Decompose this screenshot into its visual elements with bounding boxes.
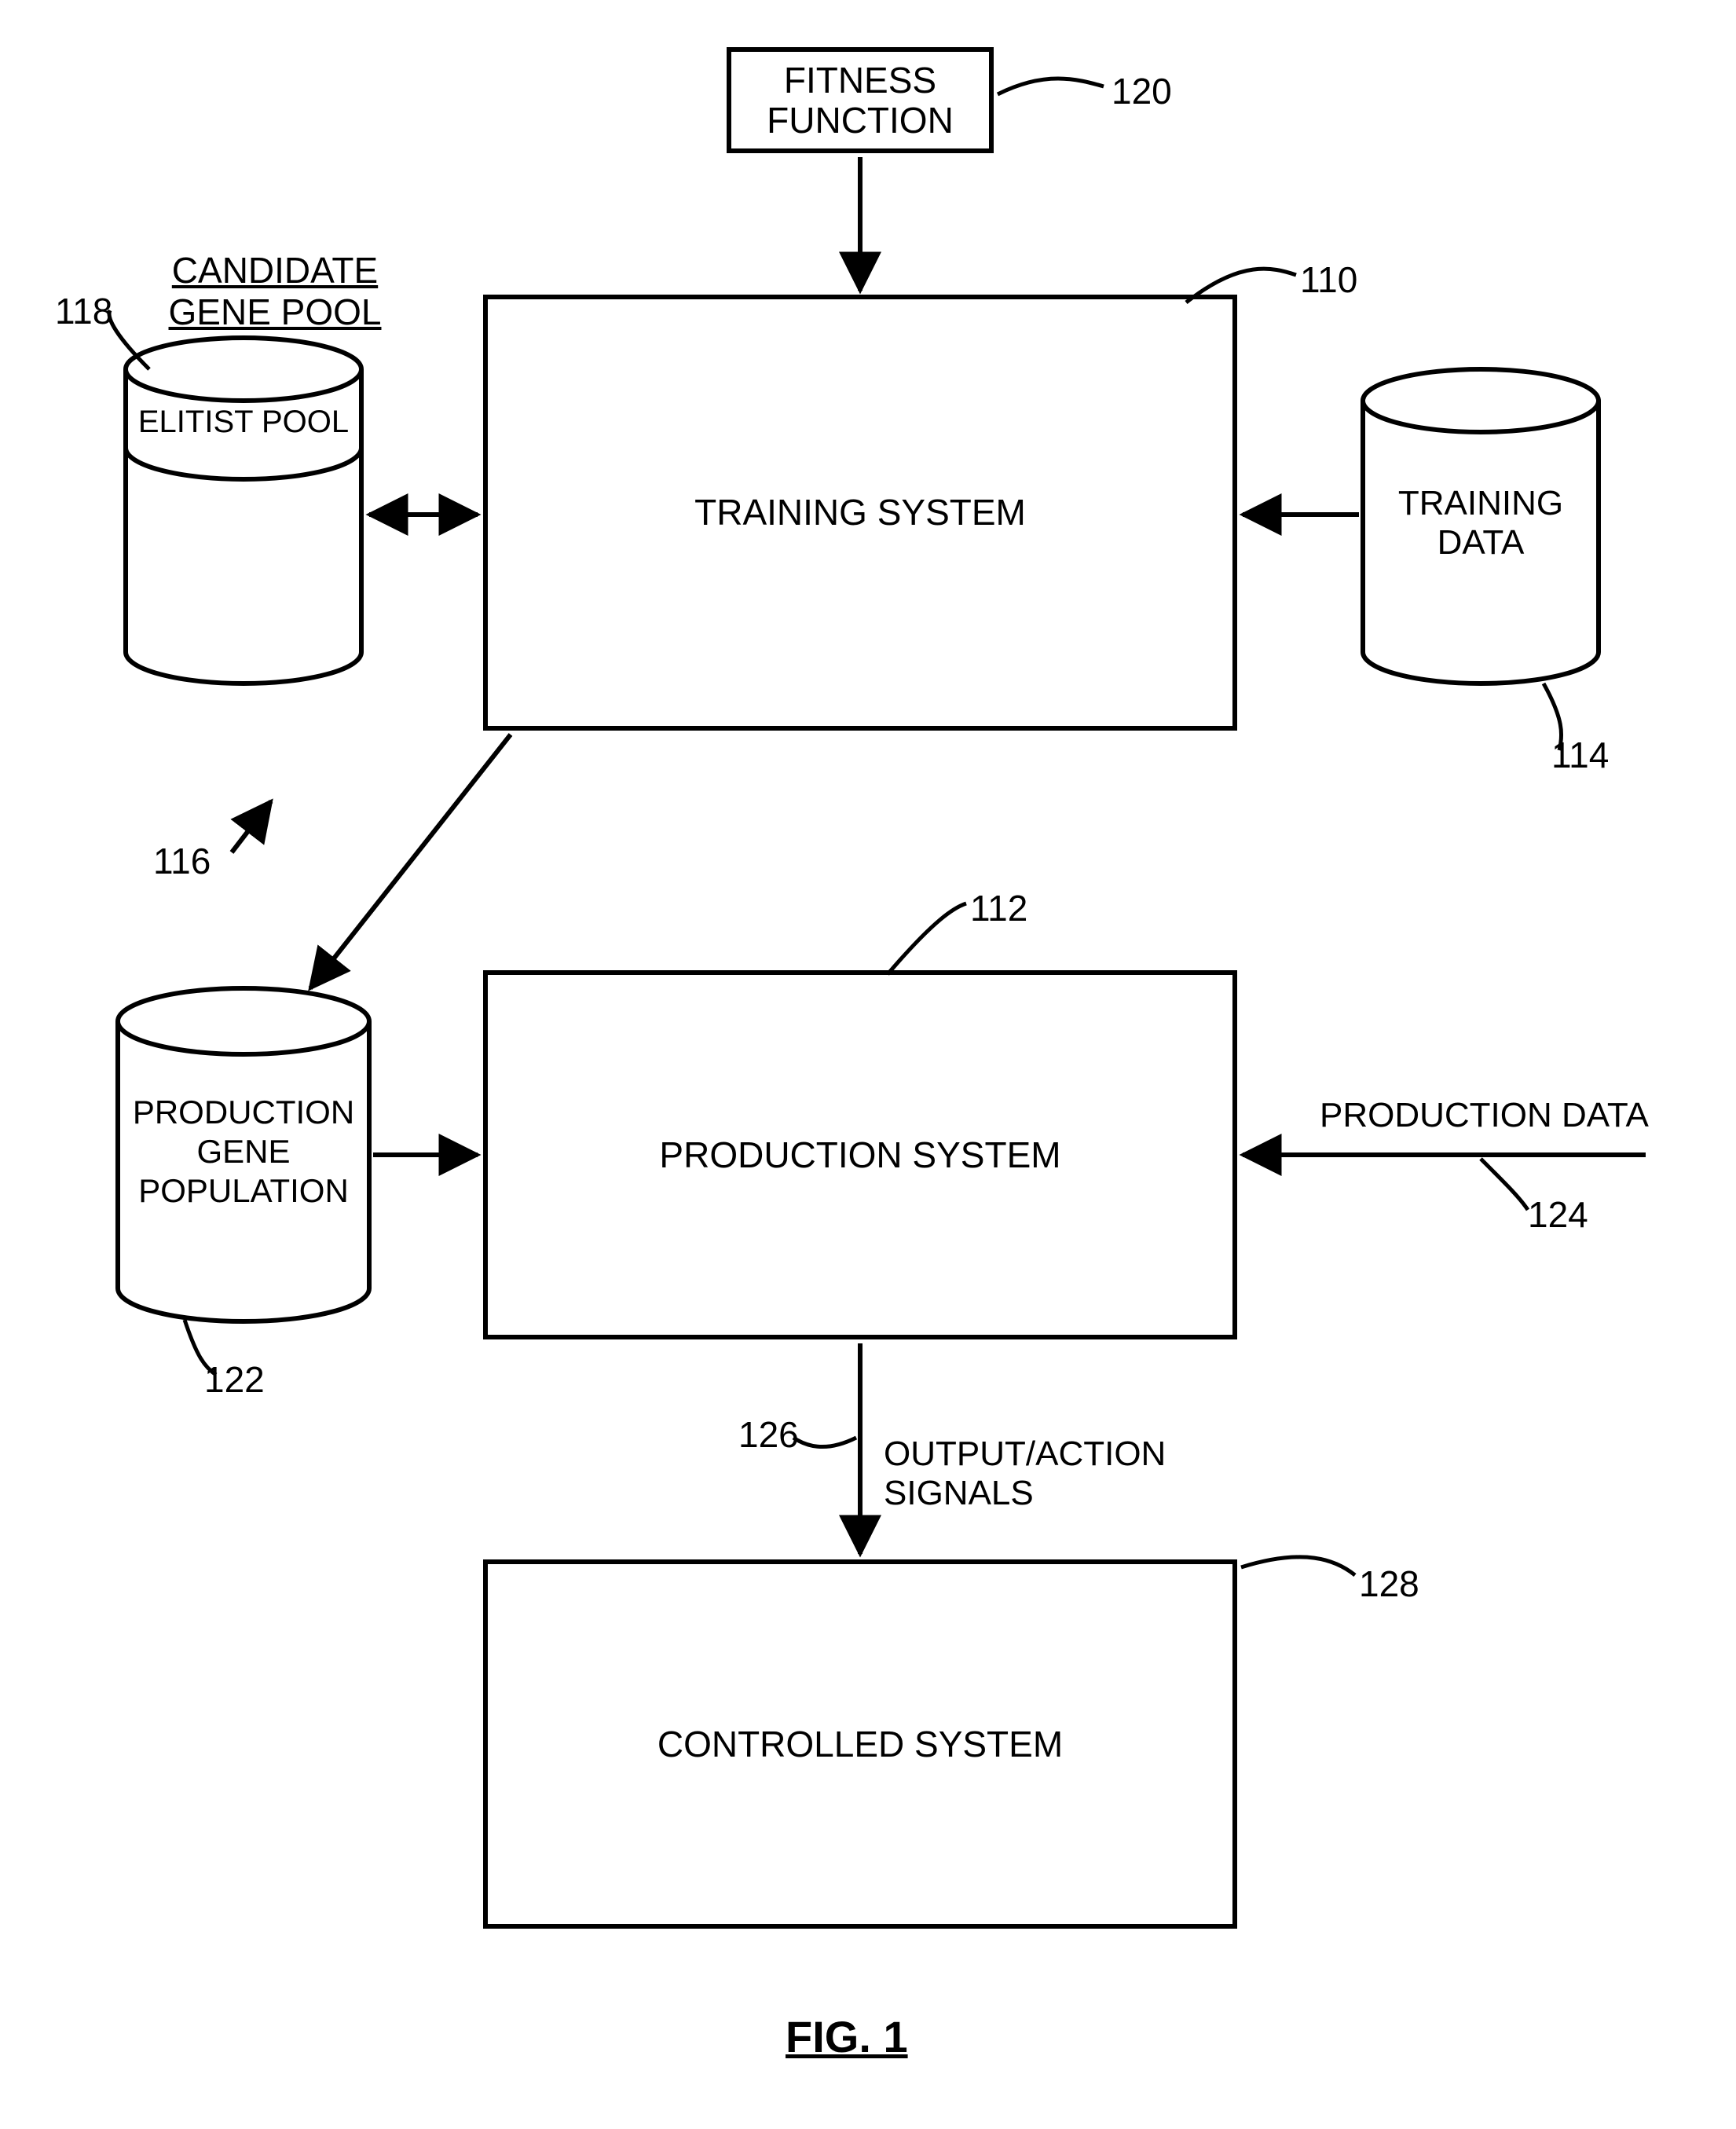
- ref-126: 126: [738, 1414, 799, 1456]
- production-system-box: PRODUCTION SYSTEM: [483, 970, 1237, 1339]
- training-data-label-line1: TRAINING: [1398, 484, 1563, 522]
- ref-110: 110: [1300, 259, 1357, 301]
- ref-128: 128: [1359, 1563, 1419, 1605]
- controlled-system-box: CONTROLLED SYSTEM: [483, 1559, 1237, 1929]
- fitness-function-box: FITNESS FUNCTION: [727, 47, 994, 153]
- prod-gene-pop-label-3: POPULATION: [138, 1172, 349, 1209]
- ref-112: 112: [970, 888, 1027, 929]
- output-action-signals-label: OUTPUT/ACTION SIGNALS: [884, 1394, 1198, 1514]
- ref-118: 118: [55, 291, 112, 332]
- ref-124: 124: [1528, 1194, 1588, 1236]
- elitist-pool-band-label: ELITIST POOL: [138, 405, 349, 439]
- training-data-cylinder: [1363, 369, 1599, 683]
- prod-gene-pop-label-2: GENE: [196, 1133, 290, 1170]
- elitist-pool-cylinder: [126, 338, 361, 683]
- controlled-system-label: CONTROLLED SYSTEM: [657, 1724, 1063, 1764]
- fitness-function-label: FITNESS FUNCTION: [767, 60, 954, 140]
- ref-120: 120: [1112, 71, 1172, 112]
- ref-122: 122: [204, 1359, 265, 1401]
- production-gene-population-cylinder: [118, 988, 369, 1321]
- ref-114: 114: [1551, 735, 1609, 776]
- arrow-training-to-prodgene: [310, 735, 511, 988]
- arrow-ref-116: [232, 801, 271, 852]
- figure-label: FIG. 1: [786, 2011, 908, 2062]
- ref-116: 116: [153, 841, 211, 882]
- candidate-gene-pool-title: CANDIDATE GENE POOL: [141, 208, 408, 333]
- training-data-label-line2: DATA: [1438, 523, 1525, 562]
- production-data-label: PRODUCTION DATA: [1320, 1096, 1712, 1136]
- training-system-label: TRAINING SYSTEM: [694, 493, 1026, 533]
- production-system-label: PRODUCTION SYSTEM: [659, 1135, 1060, 1175]
- prod-gene-pop-label-1: PRODUCTION: [133, 1094, 354, 1130]
- training-system-box: TRAINING SYSTEM: [483, 295, 1237, 731]
